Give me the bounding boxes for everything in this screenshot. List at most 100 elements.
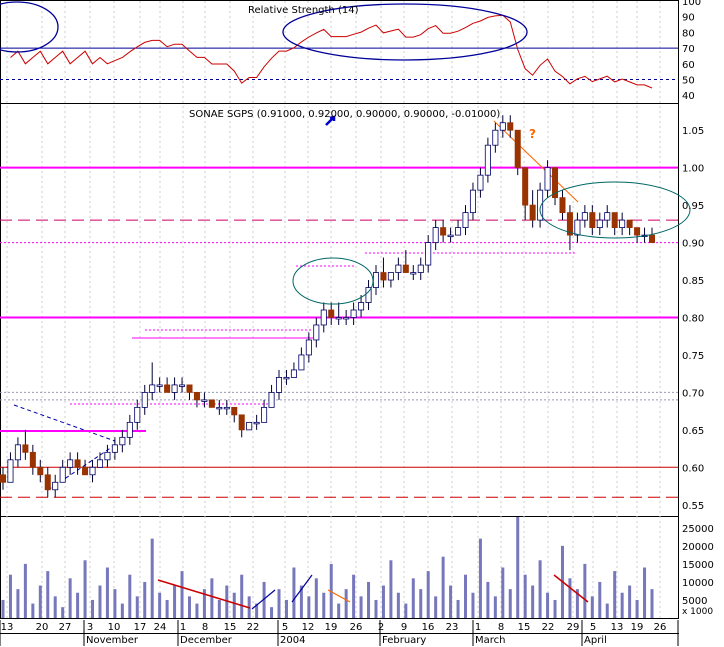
- candle: [59, 466, 66, 483]
- price-y-tick: 0.55: [682, 501, 704, 512]
- volume-bar: [83, 560, 87, 618]
- candle: [365, 287, 372, 303]
- volume-bar: [217, 599, 221, 618]
- x-tick-label: 19: [325, 622, 338, 633]
- x-tick-label: 16: [422, 622, 435, 633]
- price-y-tick: 0.65: [682, 426, 704, 437]
- volume-y-tick: 20000: [682, 542, 714, 553]
- rsi-ellipse-1: [0, 1, 59, 53]
- volume-bar: [61, 607, 65, 618]
- x-tick-label: 5: [282, 622, 288, 633]
- volume-bar: [299, 585, 303, 618]
- rsi-ellipse-2: [282, 3, 528, 61]
- candle: [305, 339, 312, 356]
- candle: [417, 264, 424, 273]
- volume-bar: [352, 574, 356, 618]
- volume-bar: [38, 585, 42, 618]
- candle: [246, 421, 253, 431]
- volume-bar: [486, 581, 490, 618]
- volume-bar: [404, 603, 408, 618]
- x-tick-label: 1: [180, 622, 186, 633]
- candle: [223, 406, 230, 410]
- candle: [320, 309, 327, 326]
- x-tick-label: 3: [87, 622, 93, 633]
- candle: [648, 234, 656, 243]
- rsi-y-tick: 80: [682, 28, 695, 39]
- volume-bar: [105, 567, 109, 618]
- candle: [626, 219, 633, 228]
- candle: [589, 212, 596, 228]
- volume-bar: [568, 578, 572, 618]
- candle: [581, 212, 588, 221]
- candle: [455, 227, 462, 236]
- candle: [179, 384, 186, 387]
- volume-bar: [158, 592, 162, 618]
- candle: [261, 406, 268, 423]
- volume-bar: [643, 567, 647, 618]
- volume-bar: [478, 538, 482, 618]
- x-tick-label: 5: [590, 622, 596, 633]
- volume-bar: [449, 585, 453, 618]
- candle: [111, 444, 118, 453]
- rsi-y-tick: 70: [682, 44, 695, 55]
- price-y-tick: 0.60: [682, 463, 704, 474]
- candle: [484, 144, 491, 176]
- x-tick-label: 20: [36, 622, 49, 633]
- candle: [507, 122, 514, 131]
- candle: [537, 189, 544, 221]
- candle: [208, 399, 215, 408]
- candle: [164, 384, 171, 393]
- candle: [37, 466, 44, 476]
- rsi-series: [0, 14, 678, 89]
- x-axis-labels: 13 20 27 3 10 17 24 1 8 15 22 5 12 19 26 2 9 16 23 1 8 15 22 29…: [0, 620, 679, 646]
- candle: [253, 421, 260, 425]
- x-month-label: March: [475, 635, 505, 646]
- volume-bar: [538, 560, 542, 618]
- candle: [328, 309, 335, 318]
- candle: [566, 212, 573, 236]
- volume-bar: [307, 596, 311, 618]
- volume-bar: [516, 517, 520, 618]
- vol-trend-4: [327, 589, 351, 603]
- candle: [52, 481, 59, 491]
- price-y-tick: 0.90: [682, 239, 704, 250]
- rsi-y-tick: 50: [682, 75, 695, 86]
- volume-bar: [210, 578, 214, 618]
- volume-bar: [359, 596, 363, 618]
- rsi-y-tick: 40: [682, 91, 695, 102]
- candle: [290, 369, 297, 378]
- volume-bar: [1, 599, 5, 618]
- volume-bar: [143, 581, 147, 618]
- candle: [402, 264, 409, 273]
- candle: [201, 399, 208, 402]
- candle: [149, 384, 156, 393]
- volume-bar: [76, 592, 80, 618]
- candle: [89, 466, 96, 476]
- candle: [231, 406, 238, 416]
- rsi-y-tick: 90: [682, 13, 695, 24]
- volume-bar: [91, 599, 95, 618]
- consolidation-ellipse-1: [292, 257, 374, 305]
- price-panel: [0, 103, 679, 517]
- volume-y-tick: 10000: [682, 578, 714, 589]
- volume-bar: [575, 589, 579, 618]
- x-tick-label: 8: [202, 622, 208, 633]
- annotations: ?: [0, 1, 691, 610]
- volume-bar: [98, 585, 102, 618]
- candle: [552, 167, 559, 199]
- downtrend-line: [493, 120, 579, 203]
- x-tick-label: 24: [154, 622, 167, 633]
- x-tick-label: 2: [378, 622, 384, 633]
- volume-bar: [628, 585, 632, 618]
- price-title: SONAE SGPS (0.91000, 0.92000, 0.90000, 0…: [189, 109, 500, 120]
- candle: [141, 391, 148, 408]
- candle: [82, 466, 89, 476]
- candle: [387, 272, 394, 281]
- candle: [440, 227, 447, 236]
- candle: [96, 459, 103, 468]
- volume-bar: [16, 589, 20, 618]
- volume-bar: [284, 599, 288, 618]
- vol-trend-2: [251, 589, 276, 610]
- candle: [425, 242, 432, 266]
